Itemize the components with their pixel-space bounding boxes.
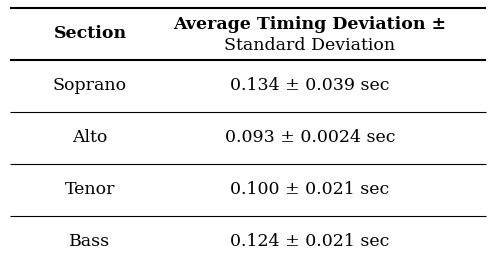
Text: Standard Deviation: Standard Deviation [224, 37, 396, 54]
Text: Section: Section [54, 25, 126, 43]
Text: Alto: Alto [72, 129, 108, 147]
Text: Average Timing Deviation ±: Average Timing Deviation ± [174, 16, 446, 33]
Text: 0.093 ± 0.0024 sec: 0.093 ± 0.0024 sec [225, 129, 395, 147]
Text: 0.124 ± 0.021 sec: 0.124 ± 0.021 sec [230, 233, 390, 251]
Text: Soprano: Soprano [53, 78, 127, 94]
Text: 0.100 ± 0.021 sec: 0.100 ± 0.021 sec [230, 182, 390, 198]
Text: 0.134 ± 0.039 sec: 0.134 ± 0.039 sec [230, 78, 390, 94]
Text: Bass: Bass [69, 233, 111, 251]
Text: Tenor: Tenor [65, 182, 115, 198]
